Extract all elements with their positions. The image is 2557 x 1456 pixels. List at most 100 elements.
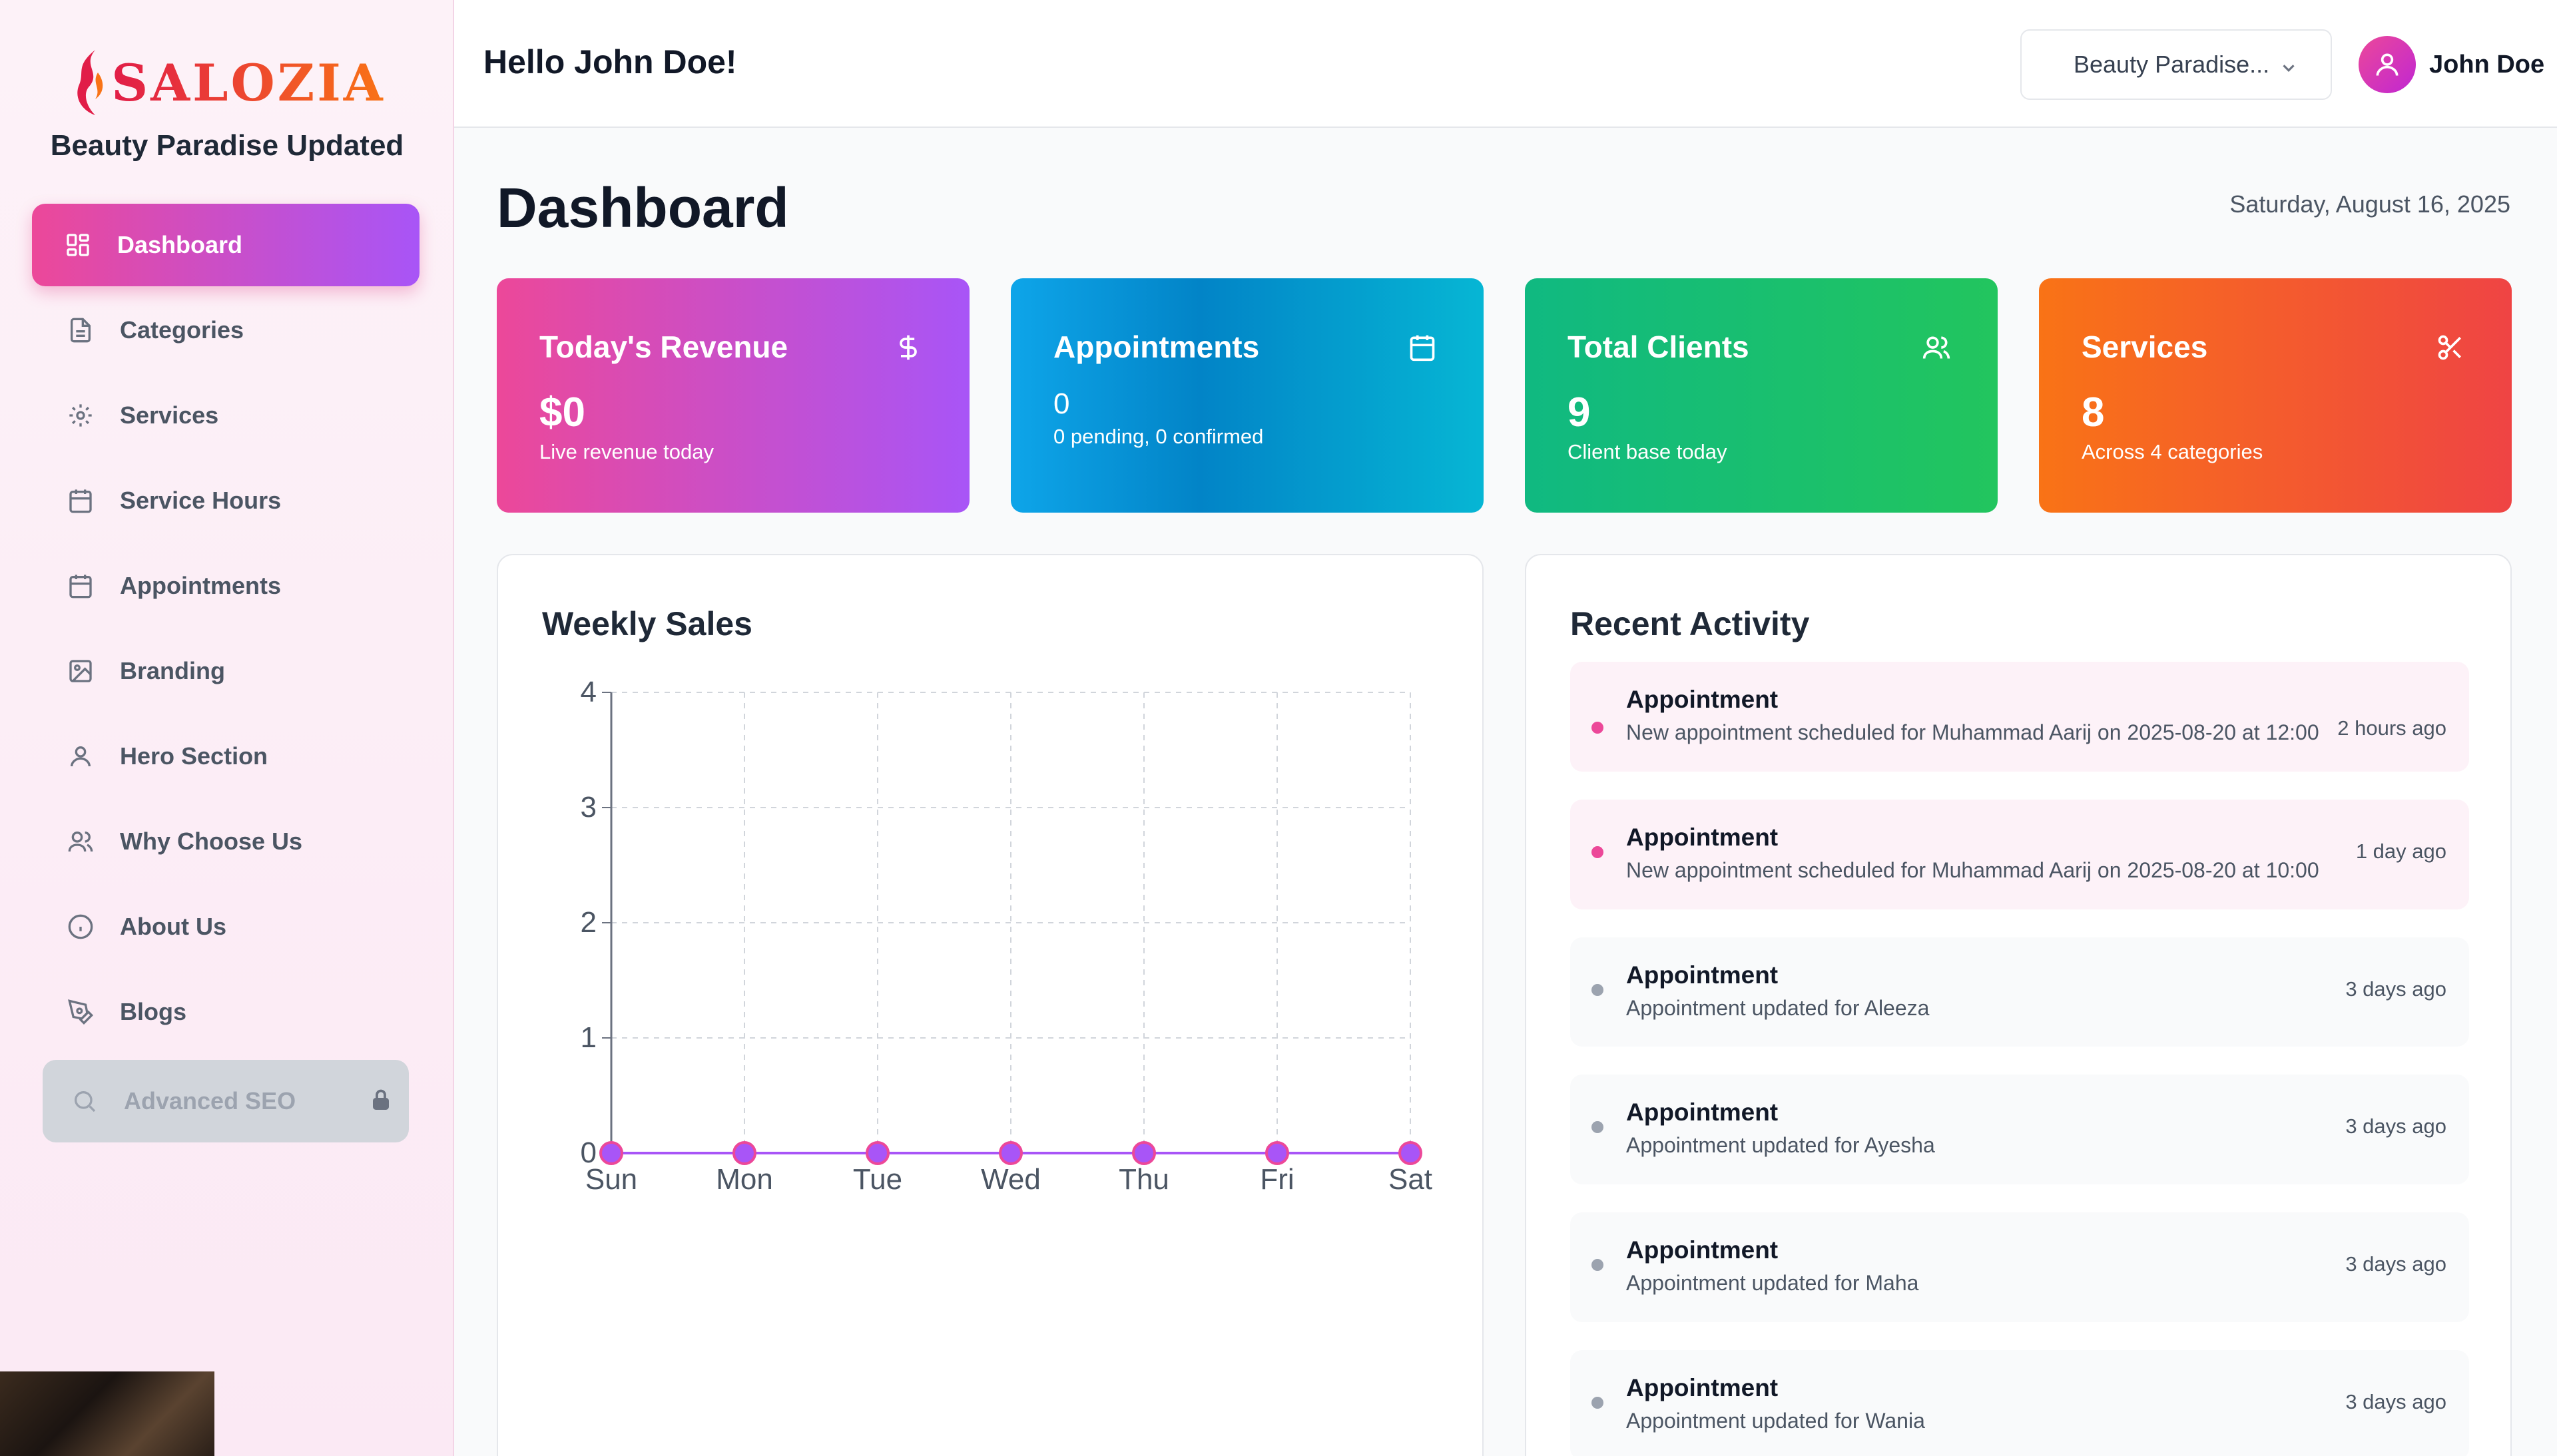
user-icon <box>2376 53 2399 76</box>
stat-card-appointments[interactable]: Appointments 0 0 pending, 0 confirmed <box>1011 278 1484 513</box>
brand: SALOZIA Beauty Paradise Updated <box>0 43 454 162</box>
activity-item[interactable]: Appointment New appointment scheduled fo… <box>1570 799 2469 909</box>
user-name[interactable]: John Doe <box>2429 51 2545 79</box>
activity-list: Appointment New appointment scheduled fo… <box>1570 662 2469 1456</box>
sidebar-item-dashboard[interactable]: Dashboard <box>32 204 420 286</box>
calendar-icon <box>65 485 96 516</box>
stat-value: $0 <box>539 389 585 435</box>
sidebar-item-branding[interactable]: Branding <box>32 630 420 712</box>
data-point <box>599 1141 623 1165</box>
sidebar: SALOZIA Beauty Paradise Updated Dashboar… <box>0 0 454 1456</box>
pen-tool-icon <box>65 997 96 1027</box>
activity-time: 3 days ago <box>2345 977 2446 1001</box>
info-icon <box>65 911 96 942</box>
image-icon <box>65 656 96 686</box>
business-select[interactable]: Beauty Paradise... <box>2020 29 2332 100</box>
business-name: Beauty Paradise Updated <box>50 129 404 162</box>
y-tick-label: 0 <box>581 1136 597 1169</box>
stat-value: 8 <box>2082 389 2105 435</box>
sidebar-item-label: Why Choose Us <box>120 828 303 855</box>
sidebar-item-why-choose-us[interactable]: Why Choose Us <box>32 800 420 883</box>
activity-title: Appointment <box>1626 1236 1779 1264</box>
sidebar-item-blogs[interactable]: Blogs <box>32 971 420 1053</box>
sidebar-item-label: Hero Section <box>120 742 268 770</box>
sidebar-item-categories[interactable]: Categories <box>32 289 420 371</box>
lock-icon <box>369 1087 393 1116</box>
document-icon <box>65 315 96 346</box>
sidebar-item-label: About Us <box>120 913 226 940</box>
video-thumbnail[interactable] <box>0 1371 214 1456</box>
users-icon <box>65 826 96 857</box>
stat-title: Services <box>2082 330 2208 364</box>
current-date: Saturday, August 16, 2025 <box>2229 190 2510 218</box>
calendar-icon <box>65 571 96 601</box>
page-title: Dashboard <box>497 176 789 239</box>
weekly-sales-title: Weekly Sales <box>542 605 752 642</box>
sidebar-item-label: Branding <box>120 657 225 684</box>
recent-activity-panel: Recent Activity Appointment New appointm… <box>1525 554 2512 1456</box>
stat-subtitle: 0 pending, 0 confirmed <box>1053 425 1264 448</box>
sidebar-item-hero-section[interactable]: Hero Section <box>32 715 420 798</box>
activity-item[interactable]: Appointment New appointment scheduled fo… <box>1570 662 2469 772</box>
status-dot <box>1591 722 1603 734</box>
x-tick-label: Thu <box>1119 1163 1169 1196</box>
weekly-sales-panel: Weekly Sales 0 1 2 3 4 Sun Mon Tue Wed Thu Fri Sat <box>497 554 1484 1456</box>
x-tick-label: Fri <box>1260 1163 1294 1196</box>
activity-title: Appointment <box>1626 1098 1779 1126</box>
x-tick-label: Wed <box>981 1163 1041 1196</box>
activity-time: 2 hours ago <box>2337 716 2446 740</box>
activity-item[interactable]: Appointment Appointment updated for Wani… <box>1570 1349 2469 1456</box>
activity-item[interactable]: Appointment Appointment updated for Maha… <box>1570 1212 2469 1322</box>
stat-card-total-clients[interactable]: Total Clients 9 Client base today <box>1525 278 1998 513</box>
activity-item[interactable]: Appointment Appointment updated for Ayes… <box>1570 1075 2469 1185</box>
sidebar-item-services[interactable]: Services <box>32 374 420 457</box>
stat-value: 9 <box>1567 389 1591 435</box>
x-tick-label: Sat <box>1388 1163 1432 1196</box>
activity-title: Appointment <box>1626 823 1779 851</box>
activity-description: New appointment scheduled for Muhammad A… <box>1626 720 2319 744</box>
stat-subtitle: Live revenue today <box>539 440 714 463</box>
status-dot <box>1591 983 1603 996</box>
activity-description: Appointment updated for Ayesha <box>1626 1133 1935 1158</box>
activity-description: New appointment scheduled for Muhammad A… <box>1626 857 2319 882</box>
sidebar-item-about-us[interactable]: About Us <box>32 885 420 968</box>
activity-item[interactable]: Appointment Appointment updated for Alee… <box>1570 937 2469 1047</box>
y-tick-label: 4 <box>581 676 597 708</box>
activity-time: 1 day ago <box>2355 839 2446 863</box>
stat-title: Total Clients <box>1567 330 1749 364</box>
avatar[interactable] <box>2359 36 2416 93</box>
gear-icon <box>65 400 96 431</box>
sidebar-item-label: Service Hours <box>120 487 282 514</box>
data-point <box>1398 1141 1422 1165</box>
logo-text: SALOZIA <box>111 53 386 113</box>
sidebar-item-label: Categories <box>120 316 244 344</box>
status-dot <box>1591 1259 1603 1272</box>
sidebar-item-service-hours[interactable]: Service Hours <box>32 459 420 542</box>
stat-subtitle: Across 4 categories <box>2082 440 2263 463</box>
stat-card-revenue[interactable]: Today's Revenue $0 Live revenue today <box>497 278 970 513</box>
data-point <box>1265 1141 1289 1165</box>
dashboard-grid-icon <box>63 230 93 260</box>
sidebar-item-label: Blogs <box>120 998 187 1025</box>
dollar-icon <box>894 333 923 362</box>
activity-time: 3 days ago <box>2345 1389 2446 1413</box>
weekly-sales-chart: 0 1 2 3 4 Sun Mon Tue Wed Thu Fri Sat <box>581 676 1433 1196</box>
stat-title: Today's Revenue <box>539 330 788 364</box>
stat-card-services[interactable]: Services 8 Across 4 categories <box>2039 278 2512 513</box>
recent-activity-title: Recent Activity <box>1570 605 1810 642</box>
y-tick-label: 1 <box>581 1021 597 1054</box>
logo[interactable]: SALOZIA <box>69 43 386 122</box>
x-tick-label: Mon <box>716 1163 773 1196</box>
data-point <box>999 1141 1023 1165</box>
sidebar-item-appointments[interactable]: Appointments <box>32 545 420 627</box>
sidebar-nav: Dashboard Categories Services Service Ho… <box>32 204 420 1145</box>
chevron-down-icon <box>2279 56 2299 84</box>
activity-time: 3 days ago <box>2345 1114 2446 1138</box>
users-icon <box>1922 333 1951 362</box>
search-icon <box>69 1086 100 1116</box>
sidebar-item-advanced-seo[interactable]: Advanced SEO <box>43 1060 409 1142</box>
status-dot <box>1591 1396 1603 1409</box>
data-point <box>1132 1141 1156 1165</box>
status-dot <box>1591 1121 1603 1134</box>
data-point <box>866 1141 890 1165</box>
